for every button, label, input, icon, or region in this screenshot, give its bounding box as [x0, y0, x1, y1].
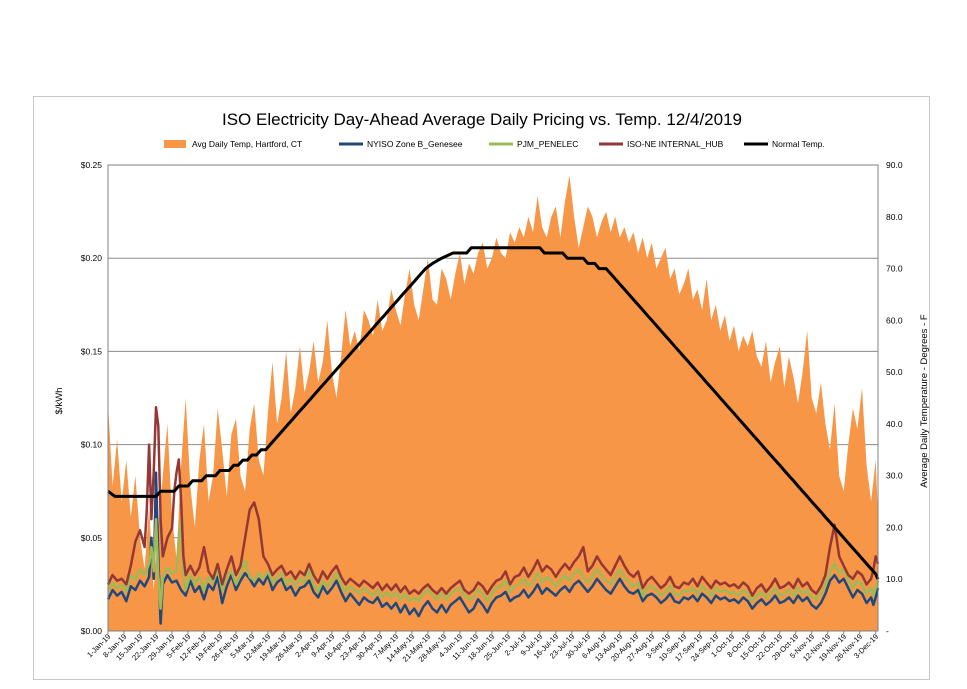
y2-tick-label: 80.0: [886, 212, 903, 222]
y2-axis-title: Average Daily Temperature - Degrees - F: [919, 314, 930, 488]
y2-tick-label: 90.0: [886, 160, 903, 170]
legend-label: Avg Daily Temp, Hartford, CT: [192, 139, 302, 149]
y-tick-label: $0.20: [81, 253, 103, 263]
y-tick-label: $0.00: [81, 626, 103, 636]
y2-tick-label: -: [886, 626, 889, 636]
y-tick-label: $0.15: [81, 346, 103, 356]
chart-frame: ISO Electricity Day-Ahead Average Daily …: [33, 96, 930, 680]
y2-tick-label: 30.0: [886, 471, 903, 481]
y2-tick-label: 70.0: [886, 264, 903, 274]
legend-swatch-temp: [164, 140, 186, 148]
chart-svg: ISO Electricity Day-Ahead Average Daily …: [54, 110, 930, 664]
legend-label: PJM_PENELEC: [517, 139, 578, 149]
legend-label: Normal Temp.: [772, 139, 825, 149]
normal-temp-line: [107, 246, 880, 580]
legend: Avg Daily Temp, Hartford, CT NYISO Zone B…: [164, 139, 825, 149]
y-tick-label: $0.25: [81, 160, 103, 170]
y2-tick-label: 50.0: [886, 367, 903, 377]
y-axis-title: $/kWh: [54, 388, 65, 415]
y2-tick-label: 20.0: [886, 522, 903, 532]
y2-tick-label: 10.0: [886, 574, 903, 584]
temp-area-series: [108, 175, 878, 631]
legend-label: ISO-NE INTERNAL_HUB: [627, 139, 724, 149]
isone-line: [106, 406, 880, 597]
chart-title: ISO Electricity Day-Ahead Average Daily …: [222, 110, 742, 129]
plot-area: [106, 175, 880, 631]
legend-label: NYISO Zone B_Genesee: [367, 139, 463, 149]
y2-tick-label: 40.0: [886, 419, 903, 429]
nyiso-line: [106, 471, 880, 625]
y-tick-label: $0.10: [81, 440, 103, 450]
y2-tick-label: 60.0: [886, 315, 903, 325]
y-tick-label: $0.05: [81, 533, 103, 543]
plot-border: [107, 164, 879, 632]
